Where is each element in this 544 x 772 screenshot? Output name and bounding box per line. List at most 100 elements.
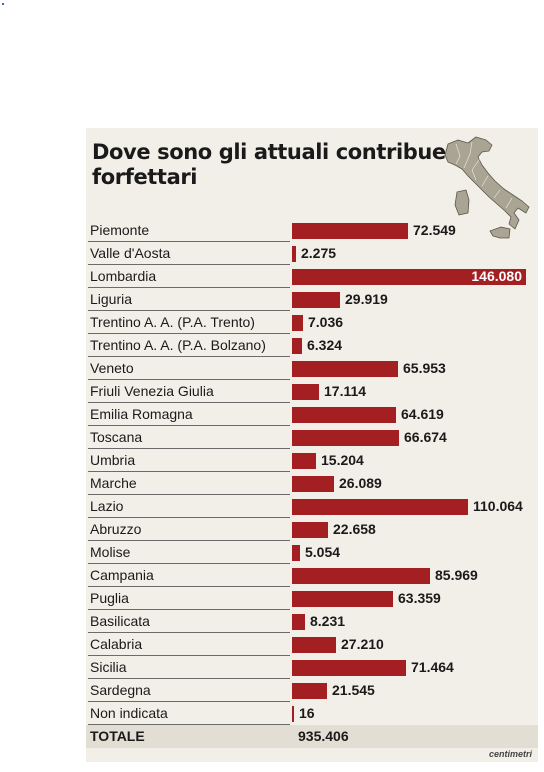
bar bbox=[292, 660, 406, 676]
sardinia-shape bbox=[454, 189, 470, 216]
total-label: TOTALE bbox=[90, 728, 145, 744]
value-label: 15.204 bbox=[321, 452, 364, 468]
bar bbox=[292, 683, 327, 699]
chart-row: Toscana 66.674 bbox=[86, 426, 538, 449]
value-label: 22.658 bbox=[333, 521, 376, 537]
bar bbox=[292, 614, 305, 630]
bar bbox=[292, 384, 319, 400]
value-label: 8.231 bbox=[310, 613, 346, 629]
region-label: Friuli Venezia Giulia bbox=[90, 383, 214, 399]
value-label: 2.275 bbox=[301, 245, 337, 261]
value-label: 71.464 bbox=[411, 659, 454, 675]
italy-mainland-shape bbox=[444, 136, 530, 230]
corner-dot bbox=[2, 3, 4, 5]
value-label: 5.054 bbox=[305, 544, 341, 560]
chart-row: Sicilia 71.464 bbox=[86, 656, 538, 679]
chart-row: Marche 26.089 bbox=[86, 472, 538, 495]
chart-row: Abruzzo 22.658 bbox=[86, 518, 538, 541]
bar bbox=[292, 246, 296, 262]
region-label: Molise bbox=[90, 544, 131, 560]
region-label: Campania bbox=[90, 567, 154, 583]
chart-row: Lombardia 146.080 bbox=[86, 265, 538, 288]
chart-row: Basilicata 8.231 bbox=[86, 610, 538, 633]
chart-row: Emilia Romagna 64.619 bbox=[86, 403, 538, 426]
chart-row: Lazio 110.064 bbox=[86, 495, 538, 518]
bar bbox=[292, 223, 408, 239]
value-label: 26.089 bbox=[339, 475, 382, 491]
region-label: Umbria bbox=[90, 452, 136, 468]
chart-row: Liguria 29.919 bbox=[86, 288, 538, 311]
sicily-shape bbox=[489, 226, 511, 239]
region-label: Trentino A. A. (P.A. Bolzano) bbox=[90, 337, 266, 353]
chart-row: Trentino A. A. (P.A. Bolzano) 6.324 bbox=[86, 334, 538, 357]
chart-row: Calabria 27.210 bbox=[86, 633, 538, 656]
region-label: Liguria bbox=[90, 291, 133, 307]
value-label: 110.064 bbox=[473, 498, 523, 514]
bar bbox=[292, 476, 334, 492]
bar bbox=[292, 499, 468, 515]
chart-row: Friuli Venezia Giulia 17.114 bbox=[86, 380, 538, 403]
bar bbox=[292, 407, 396, 423]
chart-row: Veneto 65.953 bbox=[86, 357, 538, 380]
region-label: Calabria bbox=[90, 636, 143, 652]
bar bbox=[292, 292, 340, 308]
value-label: 27.210 bbox=[341, 636, 384, 652]
value-label: 7.036 bbox=[308, 314, 344, 330]
chart-row: Campania 85.969 bbox=[86, 564, 538, 587]
region-label: Abruzzo bbox=[90, 521, 142, 537]
value-label: 63.359 bbox=[398, 590, 441, 606]
region-label: Basilicata bbox=[90, 613, 150, 629]
chart-row: Puglia 63.359 bbox=[86, 587, 538, 610]
bar bbox=[292, 706, 294, 722]
chart-row: Sardegna 21.545 bbox=[86, 679, 538, 702]
bar bbox=[292, 361, 398, 377]
value-label: 146.080 bbox=[471, 268, 522, 284]
bar bbox=[292, 568, 430, 584]
value-label: 64.619 bbox=[401, 406, 444, 422]
bar bbox=[292, 522, 328, 538]
value-label: 66.674 bbox=[404, 429, 447, 445]
value-label: 17.114 bbox=[324, 383, 367, 399]
region-label: Non indicata bbox=[90, 705, 168, 721]
chart-row: Trentino A. A. (P.A. Trento) 7.036 bbox=[86, 311, 538, 334]
bar bbox=[292, 430, 399, 446]
bar-chart: Piemonte 72.549 Valle d'Aosta 2.275 Lombardi… bbox=[86, 219, 538, 748]
value-label: 16 bbox=[299, 705, 315, 721]
bar bbox=[292, 315, 303, 331]
chart-row: Piemonte 72.549 bbox=[86, 219, 538, 242]
value-label: 6.324 bbox=[307, 337, 343, 353]
bar bbox=[292, 637, 336, 653]
bar bbox=[292, 545, 300, 561]
chart-row: Non indicata 16 bbox=[86, 702, 538, 725]
chart-title: Dove sono gli attuali contribuenti forfe… bbox=[92, 140, 477, 189]
region-label: Lombardia bbox=[90, 268, 157, 284]
region-label: Veneto bbox=[90, 360, 134, 376]
infographic-panel: Dove sono gli attuali contribuenti forfe… bbox=[86, 128, 538, 762]
region-label: Piemonte bbox=[90, 222, 150, 238]
region-label: Trentino A. A. (P.A. Trento) bbox=[90, 314, 255, 330]
bar bbox=[292, 269, 526, 285]
italy-map-icon bbox=[444, 136, 530, 239]
source-credit: centimetri bbox=[488, 749, 532, 759]
value-label: 65.953 bbox=[403, 360, 446, 376]
bar bbox=[292, 453, 316, 469]
region-label: Lazio bbox=[90, 498, 124, 514]
region-label: Puglia bbox=[90, 590, 129, 606]
region-label: Valle d'Aosta bbox=[90, 245, 171, 261]
region-label: Toscana bbox=[90, 429, 143, 445]
chart-row: Valle d'Aosta 2.275 bbox=[86, 242, 538, 265]
region-label: Marche bbox=[90, 475, 137, 491]
value-label: 21.545 bbox=[332, 682, 375, 698]
value-label: 85.969 bbox=[435, 567, 478, 583]
total-value: 935.406 bbox=[298, 728, 349, 744]
value-label: 72.549 bbox=[413, 222, 456, 238]
chart-row: Umbria 15.204 bbox=[86, 449, 538, 472]
region-label: Emilia Romagna bbox=[90, 406, 193, 422]
region-label: Sicilia bbox=[90, 659, 127, 675]
total-row: TOTALE 935.406 bbox=[86, 725, 538, 748]
region-label: Sardegna bbox=[90, 682, 151, 698]
value-label: 29.919 bbox=[345, 291, 388, 307]
bar bbox=[292, 591, 393, 607]
bar bbox=[292, 338, 302, 354]
chart-row: Molise 5.054 bbox=[86, 541, 538, 564]
